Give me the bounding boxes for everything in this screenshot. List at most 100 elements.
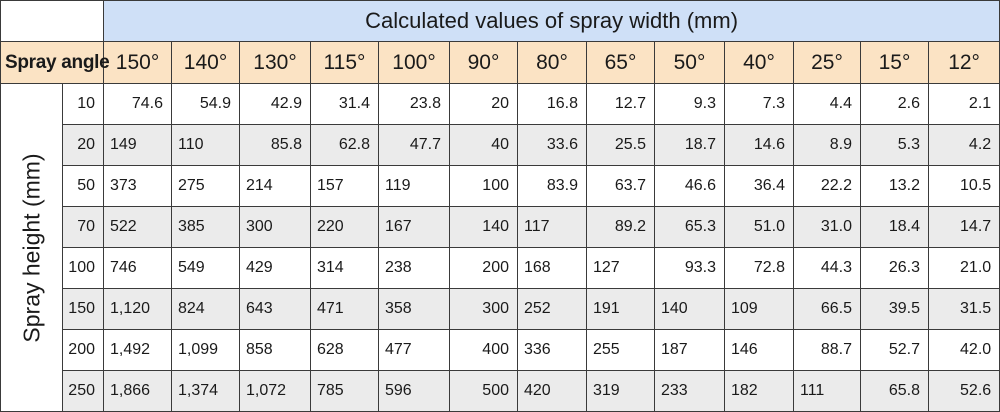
spray-width-cell: 18.7 bbox=[654, 124, 725, 166]
spray-width-cell: 168 bbox=[517, 247, 587, 289]
spray-width-cell: 110 bbox=[171, 124, 240, 166]
spray-width-cell: 100 bbox=[449, 165, 518, 207]
spray-width-cell: 62.8 bbox=[310, 124, 379, 166]
spray-width-cell: 167 bbox=[378, 206, 450, 248]
spray-width-cell: 1,099 bbox=[171, 329, 240, 371]
spray-width-cell: 63.7 bbox=[586, 165, 655, 207]
spray-width-cell: 18.4 bbox=[860, 206, 929, 248]
spray-height-value: 70 bbox=[62, 206, 104, 248]
spray-width-cell: 109 bbox=[724, 288, 794, 330]
angle-header-cell: 12° bbox=[927, 41, 1000, 84]
table-row: 70 522 385 300 220 167 140 117 89.2 65.3 51.0 31.0 1… bbox=[1, 206, 1000, 248]
spray-height-value: 10 bbox=[62, 83, 104, 125]
angle-header-cell: 25° bbox=[793, 41, 861, 84]
spray-width-cell: 89.2 bbox=[586, 206, 655, 248]
spray-width-cell: 373 bbox=[103, 165, 172, 207]
spray-width-cell: 785 bbox=[310, 370, 379, 412]
table-row: Spray height (mm) 10 74.6 54.9 42.9 31.4 23.8 2… bbox=[0, 83, 1000, 412]
spray-height-value: 20 bbox=[62, 124, 104, 166]
spray-height-value: 50 bbox=[62, 165, 104, 207]
spray-width-cell: 21.0 bbox=[927, 247, 1000, 289]
spray-height-value: 250 bbox=[62, 370, 104, 412]
spray-width-cell: 643 bbox=[239, 288, 311, 330]
spray-height-value: 200 bbox=[62, 329, 104, 371]
spray-width-cell: 214 bbox=[239, 165, 311, 207]
spray-width-cell: 54.9 bbox=[171, 83, 240, 125]
spray-width-cell: 140 bbox=[654, 288, 725, 330]
spray-width-cell: 522 bbox=[103, 206, 172, 248]
spray-width-cell: 191 bbox=[586, 288, 655, 330]
spray-width-cell: 16.8 bbox=[517, 83, 587, 125]
spray-width-cell: 42.0 bbox=[927, 329, 1000, 371]
angle-header-cell: 15° bbox=[860, 41, 929, 84]
spray-width-cell: 93.3 bbox=[654, 247, 725, 289]
spray-width-cell: 5.3 bbox=[860, 124, 929, 166]
table-row: 250 1,866 1,374 1,072 785 596 500 420 319 233 182 1… bbox=[1, 370, 1000, 412]
spray-height-label-cell: Spray height (mm) bbox=[0, 83, 63, 412]
table-body: Spray height (mm) 10 74.6 54.9 42.9 31.4 23.8 2… bbox=[0, 83, 1000, 412]
spray-width-cell: 42.9 bbox=[239, 83, 311, 125]
spray-width-cell: 23.8 bbox=[378, 83, 450, 125]
spray-width-cell: 1,072 bbox=[239, 370, 311, 412]
spray-width-cell: 36.4 bbox=[724, 165, 794, 207]
spray-width-cell: 314 bbox=[310, 247, 379, 289]
angle-header-cell: 40° bbox=[724, 41, 794, 84]
angle-header-cell: 65° bbox=[586, 41, 655, 84]
spray-width-cell: 471 bbox=[310, 288, 379, 330]
spray-width-cell: 824 bbox=[171, 288, 240, 330]
spray-width-cell: 51.0 bbox=[724, 206, 794, 248]
angle-header-cell: 150° bbox=[103, 41, 172, 84]
spray-width-cell: 7.3 bbox=[724, 83, 794, 125]
spray-width-cell: 319 bbox=[586, 370, 655, 412]
spray-width-cell: 72.8 bbox=[724, 247, 794, 289]
spray-width-cell: 26.3 bbox=[860, 247, 929, 289]
spray-width-cell: 46.6 bbox=[654, 165, 725, 207]
spray-width-cell: 25.5 bbox=[586, 124, 655, 166]
spray-width-cell: 628 bbox=[310, 329, 379, 371]
spray-width-cell: 65.8 bbox=[860, 370, 929, 412]
angle-header-cell: 100° bbox=[378, 41, 450, 84]
spray-width-cell: 252 bbox=[517, 288, 587, 330]
spray-width-cell: 746 bbox=[103, 247, 172, 289]
spray-width-cell: 8.9 bbox=[793, 124, 861, 166]
spray-width-cell: 4.2 bbox=[927, 124, 1000, 166]
spray-angle-label: Spray angle bbox=[0, 41, 110, 84]
corner-cell bbox=[0, 0, 104, 42]
spray-width-cell: 200 bbox=[449, 247, 518, 289]
spray-width-cell: 9.3 bbox=[654, 83, 725, 125]
spray-width-cell: 255 bbox=[586, 329, 655, 371]
spray-width-cell: 4.4 bbox=[793, 83, 861, 125]
spray-width-cell: 111 bbox=[793, 370, 861, 412]
spray-height-label: Spray height (mm) bbox=[18, 152, 44, 343]
angle-header-cell: 50° bbox=[654, 41, 725, 84]
table-row: 100 746 549 429 314 238 200 168 127 93.3 72.8 44.3 2… bbox=[1, 247, 1000, 289]
spray-width-cell: 119 bbox=[378, 165, 450, 207]
spray-width-cell: 220 bbox=[310, 206, 379, 248]
spray-width-cell: 238 bbox=[378, 247, 450, 289]
spray-width-cell: 31.0 bbox=[793, 206, 861, 248]
spray-width-cell: 10.5 bbox=[927, 165, 1000, 207]
table-row: 200 1,492 1,099 858 628 477 400 336 255 187 146 88.… bbox=[1, 329, 1000, 371]
spray-width-cell: 549 bbox=[171, 247, 240, 289]
spray-width-cell: 14.6 bbox=[724, 124, 794, 166]
spray-width-cell: 477 bbox=[378, 329, 450, 371]
spray-width-cell: 140 bbox=[449, 206, 518, 248]
table-row: 20 149 110 85.8 62.8 47.7 40 33.6 25.5 18.7 14.6 8.… bbox=[1, 124, 1000, 166]
spray-angle-row: Spray angle 150° 140° 130° 115° 100° 90° 80° 65… bbox=[0, 41, 1000, 84]
spray-width-cell: 13.2 bbox=[860, 165, 929, 207]
spray-width-cell: 500 bbox=[449, 370, 518, 412]
spray-width-cell: 149 bbox=[103, 124, 172, 166]
spray-width-cell: 47.7 bbox=[378, 124, 450, 166]
spray-width-cell: 31.5 bbox=[927, 288, 1000, 330]
spray-width-cell: 65.3 bbox=[654, 206, 725, 248]
spray-width-cell: 52.6 bbox=[927, 370, 1000, 412]
spray-width-cell: 187 bbox=[654, 329, 725, 371]
spray-width-cell: 300 bbox=[449, 288, 518, 330]
spray-width-cell: 420 bbox=[517, 370, 587, 412]
spray-width-cell: 429 bbox=[239, 247, 311, 289]
spray-width-cell: 1,492 bbox=[103, 329, 172, 371]
angle-header-cell: 140° bbox=[171, 41, 240, 84]
spray-width-cell: 1,374 bbox=[171, 370, 240, 412]
spray-width-cell: 127 bbox=[586, 247, 655, 289]
